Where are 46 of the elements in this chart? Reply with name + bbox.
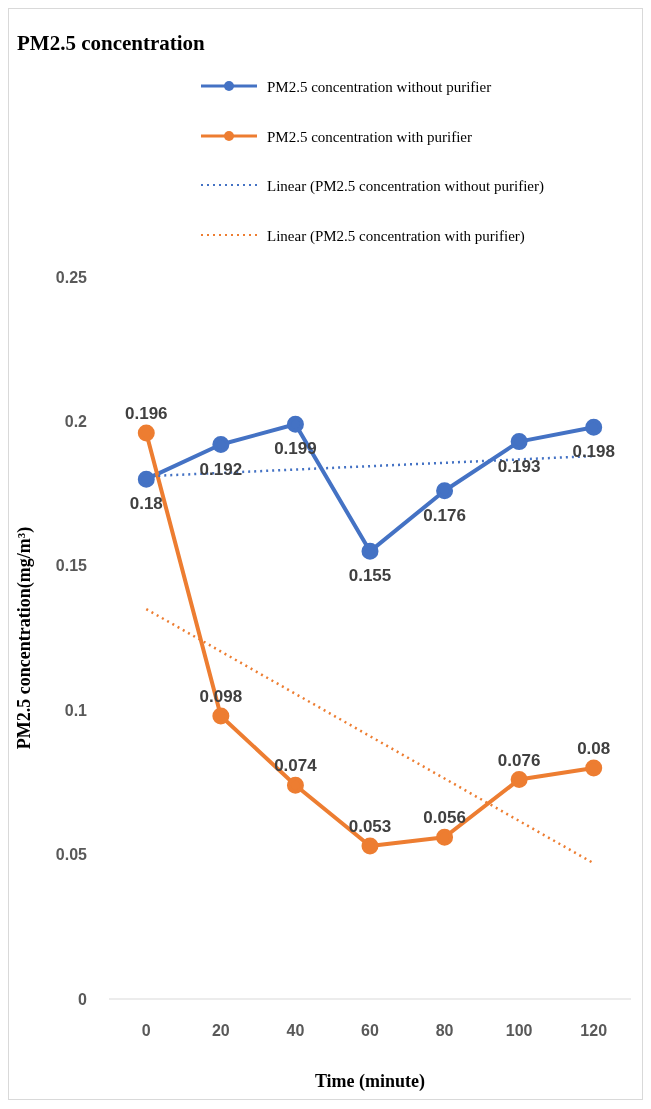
data-label: 0.192 <box>199 459 243 479</box>
point <box>212 707 230 725</box>
y-tick-label: 0.25 <box>55 268 88 286</box>
chart-title: PM2.5 concentration <box>17 31 205 56</box>
x-tick-label: 80 <box>435 1022 454 1040</box>
x-tick-label: 120 <box>580 1022 608 1040</box>
data-label: 0.176 <box>423 505 466 525</box>
y-tick-label: 0.1 <box>64 701 88 719</box>
point <box>137 424 155 442</box>
data-label: 0.053 <box>348 816 392 836</box>
data-label: 0.193 <box>497 456 541 476</box>
point <box>286 776 304 794</box>
data-label: 0.056 <box>423 808 466 828</box>
y-tick-label: 0.2 <box>64 413 88 431</box>
point <box>510 433 528 451</box>
y-tick-label: 0.05 <box>55 846 88 864</box>
legend-label: PM2.5 concentration with purifier <box>267 128 472 146</box>
x-tick-label: 60 <box>361 1022 379 1040</box>
point <box>585 759 603 777</box>
data-label: 0.198 <box>572 442 615 462</box>
x-axis-title: Time (minute) <box>314 1071 426 1092</box>
legend-label: Linear (PM2.5 concentration with purifier) <box>267 227 525 245</box>
data-label: 0.08 <box>577 738 611 758</box>
data-label: 0.155 <box>348 566 392 586</box>
x-tick-label: 40 <box>286 1022 305 1040</box>
point <box>510 771 528 789</box>
x-tick-label: 20 <box>211 1022 230 1040</box>
point <box>436 482 454 500</box>
point <box>361 837 379 855</box>
data-label: 0.074 <box>274 756 318 776</box>
point <box>361 542 379 560</box>
legend-label: PM2.5 concentration without purifier <box>267 79 492 96</box>
y-axis-title: PM2.5 concentration(mg/m³) <box>14 526 36 750</box>
point <box>137 470 155 488</box>
y-tick-label: 0.15 <box>55 557 88 575</box>
x-tick-label: 100 <box>505 1022 533 1040</box>
point <box>286 415 304 433</box>
point <box>436 828 454 846</box>
x-tick-label: 0 <box>141 1022 151 1040</box>
data-label: 0.18 <box>129 494 163 514</box>
point <box>212 436 230 453</box>
point <box>585 418 603 436</box>
data-label: 0.076 <box>497 750 541 770</box>
legend-label: Linear (PM2.5 concentration without purifier) <box>267 178 545 195</box>
y-tick-label: 0 <box>78 990 88 1008</box>
data-label: 0.196 <box>125 403 168 423</box>
